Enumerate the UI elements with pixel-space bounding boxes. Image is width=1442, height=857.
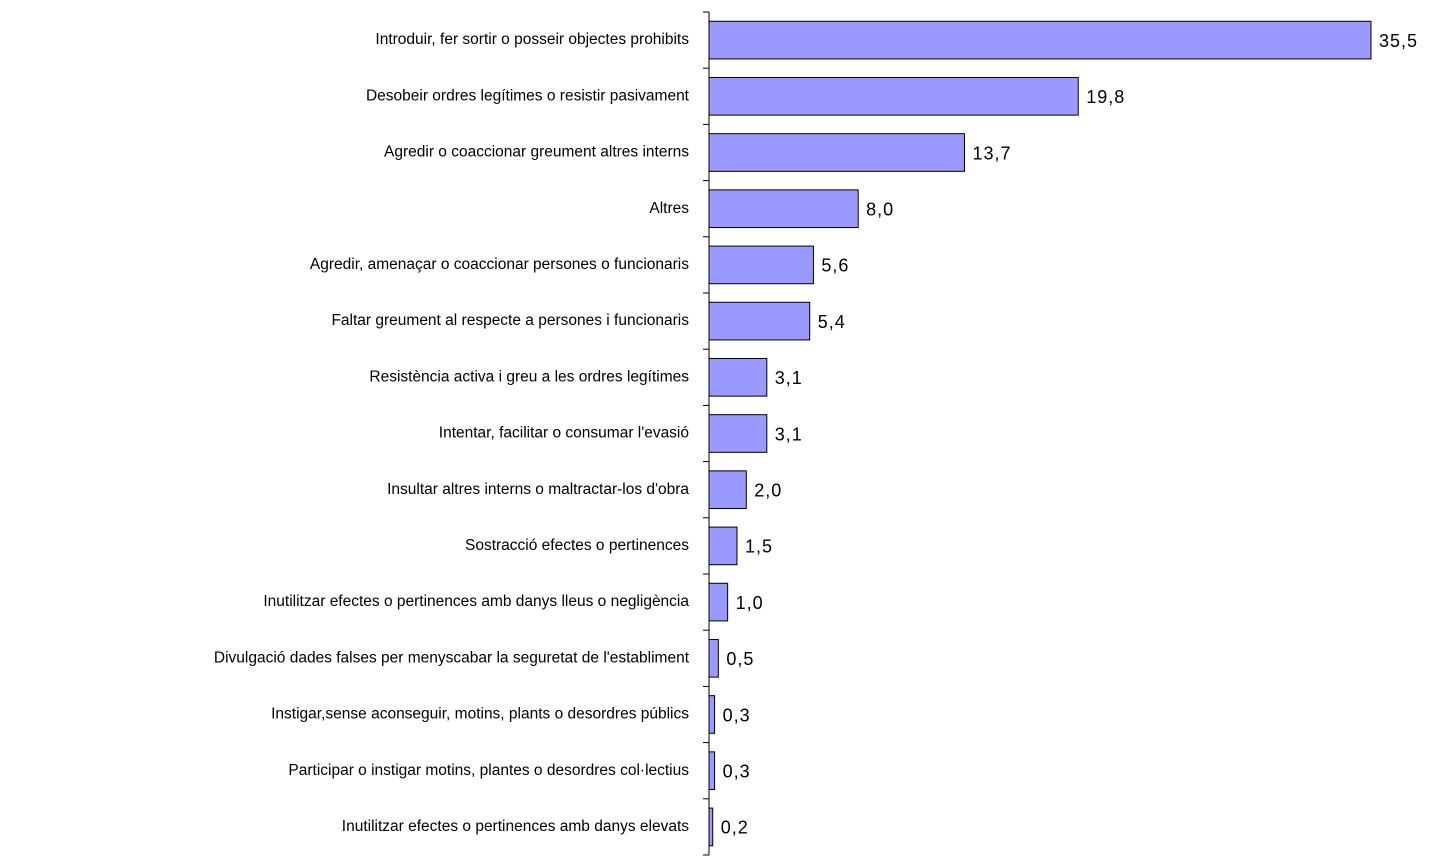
category-label: Inutilitzar efectes o pertinences amb da…	[342, 818, 689, 835]
bar	[708, 414, 768, 453]
value-label: 3,1	[775, 368, 803, 388]
category-label: Divulgació dades falses per menyscabar l…	[214, 649, 690, 666]
value-label: 1,5	[745, 537, 773, 557]
category-label: Agredir, amenaçar o coaccionar persones …	[310, 256, 689, 273]
bar	[708, 807, 714, 847]
category-label: Agredir o coaccionar greument altres int…	[384, 144, 689, 161]
value-label: 3,1	[775, 424, 803, 444]
category-label: Instigar,sense aconseguir, motins, plant…	[271, 706, 689, 723]
value-label: 5,6	[821, 256, 849, 276]
category-label: Insultar altres interns o maltractar-los…	[387, 481, 689, 498]
value-label: 35,5	[1379, 31, 1418, 51]
bar	[708, 301, 811, 341]
category-label: Resistència activa i greu a les ordres l…	[369, 368, 689, 385]
bar	[708, 470, 747, 510]
bar	[708, 76, 1079, 116]
value-label: 19,8	[1086, 87, 1125, 107]
value-label: 8,0	[866, 199, 894, 219]
bar	[708, 133, 965, 172]
bar	[708, 245, 814, 285]
category-label: Altres	[649, 200, 689, 217]
category-label: Faltar greument al respecte a persones i…	[331, 312, 689, 329]
value-label: 0,3	[723, 761, 751, 781]
category-label: Inutilitzar efectes o pertinences amb da…	[263, 593, 689, 610]
value-label: 2,0	[754, 480, 782, 500]
value-label: 0,3	[723, 705, 751, 725]
category-label: Desobeir ordres legítimes o resistir pas…	[366, 87, 690, 104]
bar	[708, 20, 1372, 60]
bar	[708, 638, 719, 678]
category-label: Introduir, fer sortir o posseir objectes…	[375, 31, 689, 48]
bar	[708, 357, 768, 397]
bar	[708, 526, 738, 566]
category-label: Sostracció efectes o pertinences	[465, 537, 689, 554]
bar	[708, 582, 729, 622]
value-label: 0,5	[726, 649, 754, 669]
value-label: 1,0	[736, 593, 764, 613]
value-label: 13,7	[972, 143, 1011, 163]
value-label: 5,4	[818, 312, 846, 332]
bar	[708, 695, 716, 734]
bar	[708, 189, 859, 229]
category-label: Intentar, facilitar o consumar l'evasió	[439, 425, 689, 442]
category-label: Participar o instigar motins, plantes o …	[288, 762, 689, 779]
bar	[708, 751, 716, 791]
value-label: 0,2	[721, 818, 749, 838]
